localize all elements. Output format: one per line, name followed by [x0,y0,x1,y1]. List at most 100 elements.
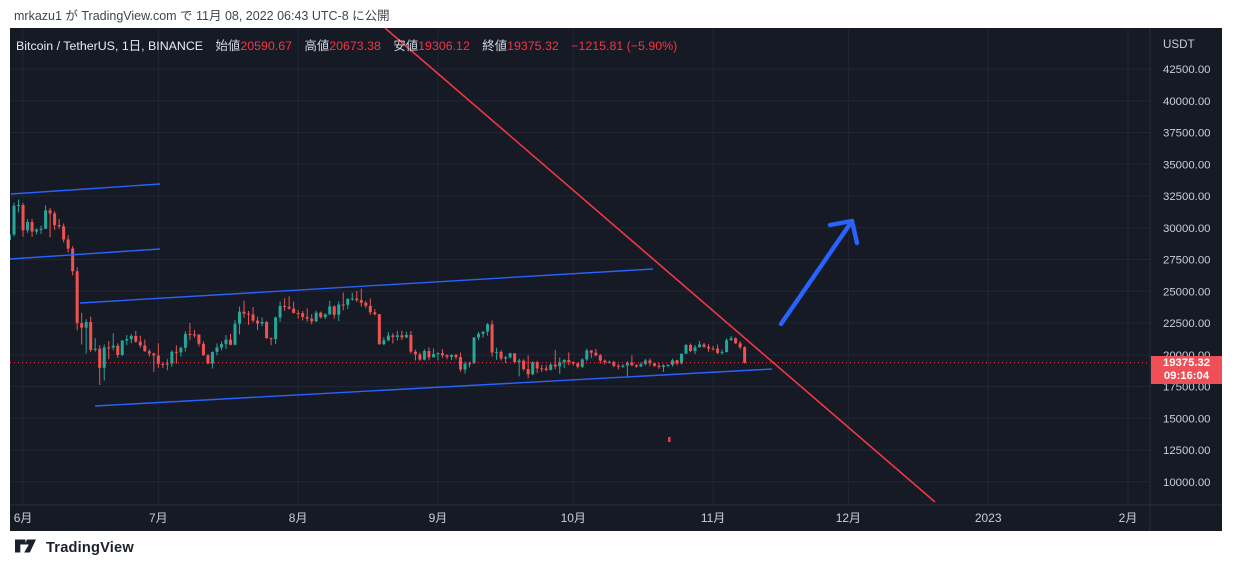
month-label: 12月 [836,511,861,525]
candle-body [540,368,544,370]
high-value: 20673.38 [329,39,381,53]
candle-body [675,360,679,364]
candle-body [477,333,481,338]
price-tick-label: 35000.00 [1163,159,1211,171]
low-label: 安値 [393,39,419,53]
candle-body [314,312,318,322]
blue-arrow-barb[interactable] [827,218,855,228]
tradingview-logo-icon[interactable] [14,537,37,560]
month-label: 7月 [149,511,168,525]
candle-body [693,347,697,351]
price-tick-label: 17500.00 [1163,382,1211,394]
tradingview-brand[interactable]: TradingView [46,540,134,556]
candle-body [229,339,232,345]
candle-body [504,357,508,359]
candle-body [278,305,282,318]
candle-body [247,313,251,315]
close-value: 19375.32 [507,39,559,53]
candle-body [499,351,503,359]
candle-body [269,338,273,340]
candle-body [341,304,345,306]
last-price-badge[interactable]: 19375.32 09:16:04 [1151,356,1222,384]
candle-body [152,353,156,356]
candle-body [292,308,296,313]
candle-body [283,305,287,307]
candle-body [526,369,530,375]
candle-body [201,343,205,356]
price-tick-label: 22500.00 [1163,318,1211,330]
candle-body [120,340,124,355]
candle-body [670,360,674,365]
candle-body [495,351,499,353]
candle-body [522,360,526,370]
candle-body [445,355,449,357]
price-tick-label: 15000.00 [1163,413,1211,425]
candle-body [598,355,602,361]
trendline[interactable] [79,268,654,304]
blue-arrow-shaft[interactable] [778,221,853,327]
candle-body [486,324,490,332]
candle-body [725,340,729,353]
candle-body [219,344,223,348]
candle-body [594,352,598,356]
candle-body [400,335,404,338]
candle-body [639,364,643,367]
candle-body [558,362,562,367]
currency-label: USDT [1163,38,1195,51]
candle-body [576,363,580,367]
candle-body [422,351,426,360]
candle-body [251,314,255,321]
candle-body [260,321,264,324]
candle-body [513,353,517,363]
candle-body [702,344,706,347]
candle-body [368,305,372,313]
candle-body [242,311,246,314]
candle-body [468,363,472,365]
candle-body [373,312,377,315]
trendline[interactable] [10,183,161,195]
candle-body [404,334,408,338]
candle-body [490,324,494,353]
symbol-title[interactable]: Bitcoin / TetherUS, 1日, BINANCE [16,39,204,53]
candle-body [210,351,214,364]
price-tick-label: 32500.00 [1163,191,1211,203]
candle-body [472,337,476,364]
candle-body [616,365,620,367]
candle-body [661,365,665,367]
candle-body [391,335,395,337]
candle-body [680,353,683,364]
candle-body [652,363,656,366]
candle-body [355,298,359,301]
candle-body [431,354,435,358]
price-chart-svg[interactable]: 10000.0012500.0015000.0017500.0020000.00… [10,28,1222,531]
price-tick-label: 12500.00 [1163,445,1211,457]
chart-legend[interactable]: Bitcoin / TetherUS, 1日, BINANCE 始値20590.… [16,36,677,54]
candle-body [310,318,314,322]
candle-body [734,338,738,344]
candle-body [174,351,178,353]
candle-body [35,229,39,232]
candle-body [648,360,652,364]
candle-body [161,363,165,365]
candle-body [413,351,417,355]
candle-body [657,365,661,367]
candle-body [71,248,75,272]
candle-body [84,322,88,328]
chart-container[interactable]: 10000.0012500.0015000.0017500.0020000.00… [10,28,1222,531]
trendline[interactable] [10,248,161,260]
candle-body [305,316,309,319]
candle-body [75,271,79,324]
red-trendline[interactable] [384,28,936,503]
month-label: 8月 [289,511,308,525]
candle-body [17,205,21,207]
candle-body [449,354,453,357]
candle-body [62,226,66,240]
candle-body [44,210,48,229]
candle-body [625,362,629,366]
candle-body [89,322,93,350]
trendline[interactable] [94,368,773,407]
blue-arrow-barb[interactable] [849,218,860,246]
price-tick-label: 27500.00 [1163,255,1211,267]
price-tick-label: 37500.00 [1163,128,1211,140]
candle-body [98,348,102,368]
